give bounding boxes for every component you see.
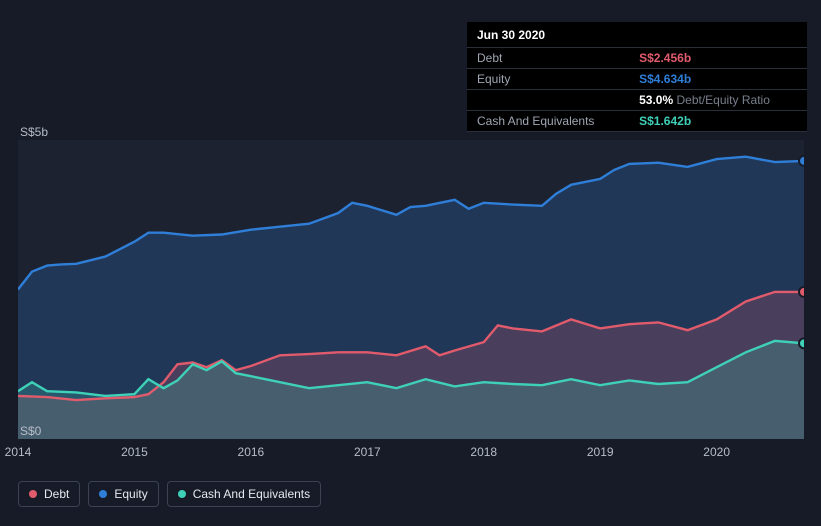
legend-dot-icon: [178, 490, 186, 498]
tooltip-row-value: S$2.456b: [629, 48, 807, 69]
tooltip-cash-value: S$1.642b: [629, 111, 807, 132]
legend-item[interactable]: Equity: [88, 481, 158, 507]
x-axis-tick-label: 2016: [238, 445, 265, 459]
tooltip-date: Jun 30 2020: [467, 22, 807, 48]
debt-equity-area-chart: [18, 140, 804, 439]
x-axis-tick-label: 2018: [470, 445, 497, 459]
legend-label: Equity: [114, 487, 147, 501]
chart-legend: Debt Equity Cash And Equivalents: [18, 481, 321, 507]
legend-dot-icon: [29, 490, 37, 498]
tooltip-ratio-empty: [467, 90, 629, 111]
tooltip-cash-label: Cash And Equivalents: [467, 111, 629, 132]
chart-tooltip: Jun 30 2020 DebtS$2.456bEquityS$4.634b53…: [467, 22, 807, 132]
legend-item[interactable]: Cash And Equivalents: [167, 481, 321, 507]
legend-label: Cash And Equivalents: [193, 487, 310, 501]
legend-label: Debt: [44, 487, 69, 501]
legend-item[interactable]: Debt: [18, 481, 80, 507]
y-axis-tick-label: S$5b: [20, 125, 48, 139]
x-axis-tick-label: 2015: [121, 445, 148, 459]
tooltip-row-label: Equity: [467, 69, 629, 90]
x-axis-tick-label: 2017: [354, 445, 381, 459]
x-axis-tick-label: 2020: [703, 445, 730, 459]
tooltip-row-value: S$4.634b: [629, 69, 807, 90]
tooltip-row-label: Debt: [467, 48, 629, 69]
y-axis-tick-label: S$0: [20, 424, 41, 438]
x-axis-tick-label: 2014: [5, 445, 32, 459]
tooltip-ratio-value: 53.0% Debt/Equity Ratio: [629, 90, 807, 111]
x-axis-tick-label: 2019: [587, 445, 614, 459]
legend-dot-icon: [99, 490, 107, 498]
